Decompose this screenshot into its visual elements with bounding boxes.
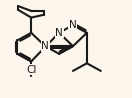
Text: N: N [69, 20, 77, 30]
Text: Cl: Cl [26, 65, 36, 75]
Text: N: N [55, 28, 63, 38]
Text: N: N [41, 41, 49, 51]
